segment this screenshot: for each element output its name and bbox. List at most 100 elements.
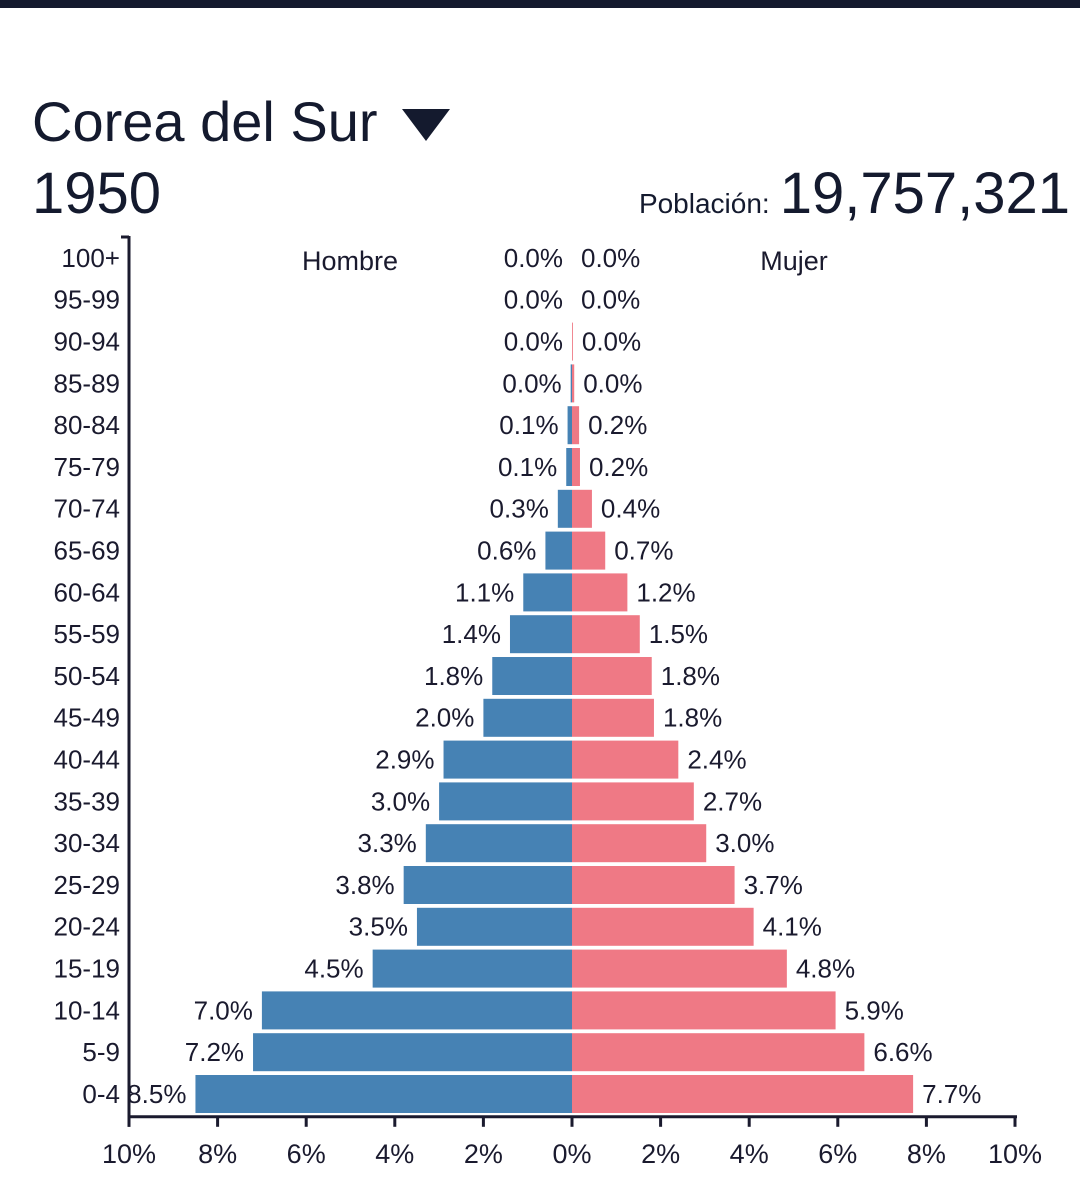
- value-label-male-40-44: 2.9%: [375, 745, 434, 775]
- country-selector[interactable]: Corea del Sur: [32, 88, 450, 156]
- x-tick-label-0: 10%: [102, 1139, 156, 1169]
- country-name: Corea del Sur: [32, 90, 378, 153]
- bar-female-60-64: [572, 573, 628, 612]
- age-label-50-54: 50-54: [54, 661, 121, 691]
- value-label-female-60-64: 1.2%: [636, 577, 695, 607]
- age-label-20-24: 20-24: [54, 912, 121, 942]
- bar-male-35-39: [439, 782, 572, 821]
- value-label-male-100+: 0.0%: [504, 243, 563, 273]
- value-label-female-10-14: 5.9%: [845, 995, 904, 1025]
- age-label-90-94: 90-94: [54, 327, 121, 357]
- value-label-female-70-74: 0.4%: [601, 494, 660, 524]
- value-label-female-85-89: 0.0%: [583, 368, 642, 398]
- bar-male-20-24: [416, 907, 572, 946]
- value-label-male-75-79: 0.1%: [498, 452, 557, 482]
- value-label-female-50-54: 1.8%: [661, 661, 720, 691]
- value-label-female-15-19: 4.8%: [796, 954, 855, 984]
- age-label-55-59: 55-59: [54, 619, 121, 649]
- bar-female-45-49: [572, 698, 654, 737]
- age-label-45-49: 45-49: [54, 703, 121, 733]
- value-label-male-80-84: 0.1%: [499, 410, 558, 440]
- bar-male-50-54: [492, 657, 572, 695]
- population-readout: Población: 19,757,321: [639, 160, 1070, 228]
- value-label-female-75-79: 0.2%: [589, 452, 648, 482]
- value-label-male-0-4: 8.5%: [127, 1079, 186, 1109]
- value-label-male-50-54: 1.8%: [424, 661, 483, 691]
- value-label-male-15-19: 4.5%: [304, 954, 363, 984]
- population-label: Población:: [638, 188, 770, 219]
- value-label-female-45-49: 1.8%: [663, 703, 722, 733]
- value-label-male-10-14: 7.0%: [194, 995, 253, 1025]
- value-label-female-0-4: 7.7%: [922, 1079, 981, 1109]
- x-tick-label-7: 4%: [730, 1139, 769, 1169]
- bar-female-20-24: [572, 907, 754, 946]
- value-label-male-95-99: 0.0%: [504, 285, 563, 315]
- x-tick-label-6: 2%: [641, 1139, 680, 1169]
- bar-male-45-49: [483, 698, 572, 737]
- age-label-85-89: 85-89: [54, 368, 121, 398]
- value-label-female-30-34: 3.0%: [715, 828, 774, 858]
- value-label-female-90-94: 0.0%: [582, 327, 641, 357]
- bar-male-30-34: [425, 824, 572, 863]
- bar-male-0-4: [195, 1075, 572, 1113]
- side-label-female: Mujer: [760, 246, 828, 276]
- bar-male-5-9: [253, 1033, 573, 1072]
- value-label-female-40-44: 2.4%: [687, 745, 746, 775]
- x-tick-label-4: 2%: [464, 1139, 503, 1169]
- bar-female-30-34: [572, 824, 707, 863]
- bar-female-35-39: [572, 782, 694, 821]
- age-label-35-39: 35-39: [54, 786, 121, 816]
- bar-female-75-79: [572, 448, 580, 486]
- value-label-male-25-29: 3.8%: [335, 870, 394, 900]
- value-label-male-55-59: 1.4%: [442, 619, 501, 649]
- population-value: 19,757,321: [779, 161, 1070, 226]
- value-label-male-20-24: 3.5%: [349, 912, 408, 942]
- bar-female-85-89: [572, 364, 575, 403]
- value-label-male-30-34: 3.3%: [358, 828, 417, 858]
- value-label-female-55-59: 1.5%: [649, 619, 708, 649]
- value-label-male-85-89: 0.0%: [502, 368, 561, 398]
- year-label: 1950: [32, 161, 162, 226]
- x-tick-label-1: 8%: [198, 1139, 237, 1169]
- caret-down-icon[interactable]: [401, 109, 450, 141]
- bar-female-50-54: [572, 657, 652, 695]
- value-label-male-5-9: 7.2%: [185, 1037, 244, 1067]
- bar-female-15-19: [572, 949, 787, 988]
- age-label-95-99: 95-99: [54, 285, 121, 315]
- value-label-male-45-49: 2.0%: [415, 703, 474, 733]
- bar-male-55-59: [509, 615, 572, 654]
- x-tick-label-5: 0%: [552, 1139, 591, 1169]
- bar-male-25-29: [403, 866, 572, 904]
- x-tick-label-3: 4%: [375, 1139, 414, 1169]
- bar-female-65-69: [572, 531, 606, 570]
- side-label-male: Hombre: [302, 246, 398, 276]
- bar-male-10-14: [261, 991, 572, 1030]
- value-label-male-70-74: 0.3%: [490, 494, 549, 524]
- value-label-male-90-94: 0.0%: [504, 327, 563, 357]
- bar-female-70-74: [572, 489, 592, 528]
- bar-female-80-84: [572, 406, 580, 445]
- bar-female-40-44: [572, 740, 679, 779]
- age-label-25-29: 25-29: [54, 870, 121, 900]
- age-label-70-74: 70-74: [54, 494, 121, 524]
- x-tick-label-10: 10%: [988, 1139, 1042, 1169]
- x-tick-label-9: 8%: [907, 1139, 946, 1169]
- bar-male-80-84: [567, 406, 572, 445]
- age-label-5-9: 5-9: [82, 1037, 120, 1067]
- value-label-male-65-69: 0.6%: [477, 536, 536, 566]
- bar-female-90-94: [572, 322, 573, 361]
- age-label-30-34: 30-34: [54, 828, 121, 858]
- age-label-80-84: 80-84: [54, 410, 121, 440]
- value-label-female-25-29: 3.7%: [744, 870, 803, 900]
- bar-male-15-19: [372, 949, 572, 988]
- bar-female-5-9: [572, 1033, 865, 1072]
- age-label-0-4: 0-4: [82, 1079, 120, 1109]
- age-label-100+: 100+: [61, 243, 120, 273]
- bar-male-60-64: [523, 573, 572, 612]
- value-label-female-95-99: 0.0%: [581, 285, 640, 315]
- bar-male-75-79: [566, 448, 572, 486]
- bar-female-55-59: [572, 615, 640, 654]
- value-label-female-65-69: 0.7%: [614, 536, 673, 566]
- value-label-male-35-39: 3.0%: [371, 786, 430, 816]
